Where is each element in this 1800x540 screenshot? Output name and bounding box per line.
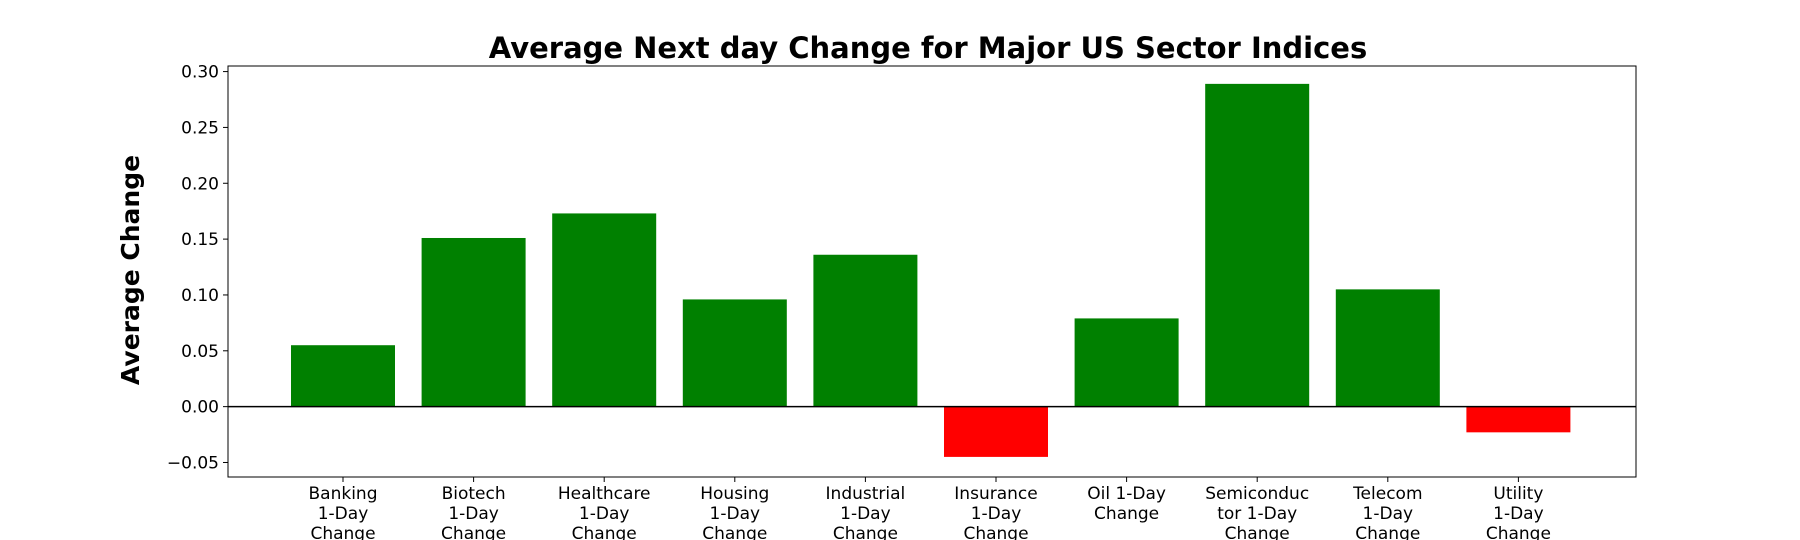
- x-tick-label: Insurance 1-Day Change: [954, 484, 1037, 540]
- y-tick-label: 0.00: [181, 398, 219, 418]
- bar: [944, 406, 1048, 457]
- x-tick-label-line: 1-Day: [840, 504, 891, 524]
- x-tick-label-line: 1-Day: [1363, 504, 1414, 524]
- y-tick-label: −0.05: [167, 453, 219, 473]
- y-axis-label: Average Change: [116, 155, 145, 385]
- y-tick-label: 0.15: [181, 230, 219, 250]
- x-tick-label-line: tor 1-Day: [1217, 504, 1297, 524]
- x-tick-label-line: Change: [1486, 524, 1551, 540]
- x-tick-label: Banking 1-Day Change: [309, 484, 378, 540]
- y-tick-label: 0.25: [181, 118, 219, 138]
- x-tick-label-line: Change: [310, 524, 375, 540]
- x-tick-label: Semiconduc tor 1-Day Change: [1205, 484, 1309, 540]
- x-tick-label-line: Change: [572, 524, 637, 540]
- x-tick-label-line: Semiconduc: [1205, 484, 1309, 504]
- x-tick-label: Telecom 1-Day Change: [1352, 484, 1422, 540]
- x-tick-label-line: Healthcare: [558, 484, 651, 504]
- y-tick-label: 0.30: [181, 63, 219, 83]
- x-tick-label-line: Utility: [1493, 484, 1543, 504]
- y-tick-label: 0.05: [181, 342, 219, 362]
- bar: [1466, 406, 1571, 433]
- x-tick-label-line: 1-Day: [579, 504, 630, 524]
- x-tick-label-line: 1-Day: [710, 504, 761, 524]
- bar: [813, 254, 918, 407]
- bar: [1335, 289, 1440, 407]
- x-tick-label-line: Biotech: [442, 484, 506, 504]
- bar: [1074, 318, 1179, 407]
- x-tick-label-line: Industrial: [826, 484, 906, 504]
- x-tick-label-line: Change: [702, 524, 767, 540]
- x-tick-label: Biotech 1-Day Change: [441, 484, 506, 540]
- y-tick-label: 0.20: [181, 174, 219, 194]
- x-tick-label-line: Insurance: [954, 484, 1037, 504]
- x-tick-label-line: Change: [833, 524, 898, 540]
- y-axis-ticks: −0.05 0.00 0.05 0.10 0.15 0.20 0.25 0.30: [167, 63, 228, 473]
- x-tick-label-line: Housing: [700, 484, 769, 504]
- bar: [552, 213, 657, 407]
- x-tick-label-line: 1-Day: [448, 504, 499, 524]
- y-tick-label: 0.10: [181, 286, 219, 306]
- x-tick-label-line: Change: [441, 524, 506, 540]
- x-tick-label-line: Telecom: [1352, 484, 1422, 504]
- x-tick-label-line: Change: [1094, 504, 1159, 524]
- x-tick-label: Oil 1-Day Change: [1087, 484, 1166, 524]
- x-tick-label: Industrial 1-Day Change: [826, 484, 906, 540]
- x-tick-label-line: 1-Day: [971, 504, 1022, 524]
- x-tick-label-line: Oil 1-Day: [1087, 484, 1166, 504]
- bar: [682, 299, 787, 407]
- bar: [421, 237, 526, 407]
- plot-frame: [227, 65, 1637, 478]
- x-tick-label-line: Change: [963, 524, 1028, 540]
- x-tick-label: Utility 1-Day Change: [1486, 484, 1551, 540]
- x-tick-label: Healthcare 1-Day Change: [558, 484, 651, 540]
- x-tick-label-line: Change: [1225, 524, 1290, 540]
- chart-title: Average Next day Change for Major US Sec…: [489, 31, 1367, 65]
- bars-layer: [291, 83, 1571, 457]
- x-tick-label: Housing 1-Day Change: [700, 484, 769, 540]
- x-tick-label-line: Change: [1355, 524, 1420, 540]
- x-tick-label-line: 1-Day: [318, 504, 369, 524]
- x-tick-label-line: 1-Day: [1493, 504, 1544, 524]
- x-tick-label-line: Banking: [309, 484, 378, 504]
- bar: [291, 345, 395, 407]
- bar: [1205, 83, 1310, 407]
